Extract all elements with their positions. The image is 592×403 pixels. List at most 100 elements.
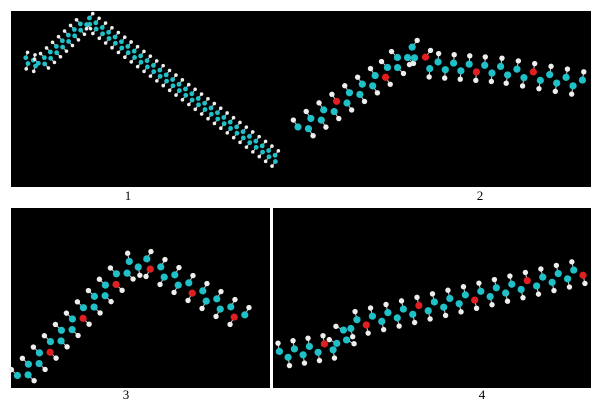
atom [176, 81, 182, 87]
atom [90, 292, 99, 300]
atom [424, 307, 432, 315]
hydrogen [489, 302, 495, 308]
hydrogen [232, 296, 238, 303]
hydrogen [257, 134, 261, 139]
hydrogen [383, 301, 389, 308]
hydrogen [532, 60, 538, 67]
hydrogen [75, 332, 81, 339]
hydrogen [275, 340, 281, 346]
hydrogen [180, 97, 185, 102]
atom [508, 280, 516, 288]
hydrogen [581, 69, 587, 75]
hydrogen [171, 289, 177, 296]
hydrogen [374, 90, 381, 96]
hydrogen [58, 54, 63, 59]
atom [539, 273, 547, 281]
hydrogen [19, 355, 26, 362]
atom [202, 107, 208, 112]
hydrogen [85, 287, 92, 294]
atom [87, 21, 93, 27]
atom [171, 271, 179, 279]
hydrogen [286, 362, 293, 369]
hydrogen [504, 298, 511, 304]
atom [112, 270, 121, 278]
atom [228, 126, 233, 131]
atom [227, 119, 233, 125]
atom [481, 61, 489, 69]
atom [517, 285, 525, 294]
hydrogen [488, 78, 495, 85]
hydrogen [442, 312, 449, 319]
hydrogen [97, 16, 101, 21]
hydrogen [180, 78, 185, 82]
hydrogen [538, 266, 544, 272]
atom [546, 71, 554, 79]
hydrogen [414, 37, 420, 44]
hydrogen [491, 276, 498, 283]
atom [356, 90, 364, 99]
hydrogen [507, 273, 513, 279]
atom [112, 34, 118, 40]
hydrogen [116, 30, 121, 35]
atom [253, 138, 259, 144]
atom [138, 59, 144, 65]
hydrogen [190, 272, 196, 279]
atom [471, 296, 479, 304]
hydrogen [551, 287, 557, 294]
hydrogen [148, 74, 153, 78]
atom [440, 303, 448, 311]
atom [46, 337, 55, 346]
atom [378, 317, 386, 326]
atom [151, 63, 156, 68]
hydrogen [142, 69, 146, 74]
atom [563, 275, 572, 283]
atom [529, 68, 537, 76]
hydrogen [74, 299, 81, 305]
atom [253, 144, 259, 150]
atom [294, 123, 302, 131]
atom [54, 50, 60, 56]
hydrogen [548, 63, 554, 70]
atom [79, 304, 88, 312]
atom [345, 89, 354, 97]
atom [185, 279, 193, 287]
hydrogen [331, 355, 338, 361]
hydrogen [367, 65, 374, 72]
atom [486, 292, 494, 301]
hydrogen [148, 248, 154, 255]
atom [196, 102, 201, 108]
atom [60, 44, 66, 50]
atom [240, 129, 246, 135]
hydrogen [86, 321, 92, 327]
atom [188, 289, 196, 297]
atom [66, 39, 72, 44]
hydrogen [263, 139, 268, 144]
hydrogen [31, 378, 37, 384]
hydrogen [326, 336, 332, 343]
hydrogen [378, 58, 385, 65]
atom [189, 97, 195, 103]
hydrogen [445, 287, 451, 293]
hydrogen [231, 115, 236, 120]
hydrogen [88, 26, 93, 31]
atom [132, 55, 137, 60]
atom [441, 66, 449, 74]
atom [570, 266, 578, 274]
atom [176, 88, 182, 93]
hydrogen [270, 144, 274, 148]
atom [106, 29, 112, 35]
atom [488, 69, 496, 77]
hydrogen [218, 106, 223, 111]
hydrogen [82, 32, 87, 37]
hydrogen [76, 38, 81, 42]
atom [477, 287, 485, 295]
hydrogen [90, 11, 95, 16]
atom [157, 73, 163, 79]
atom [216, 305, 224, 313]
atom [42, 61, 48, 67]
atom [343, 99, 351, 107]
atom [569, 82, 577, 90]
hydrogen [336, 115, 342, 122]
hydrogen [110, 45, 114, 50]
